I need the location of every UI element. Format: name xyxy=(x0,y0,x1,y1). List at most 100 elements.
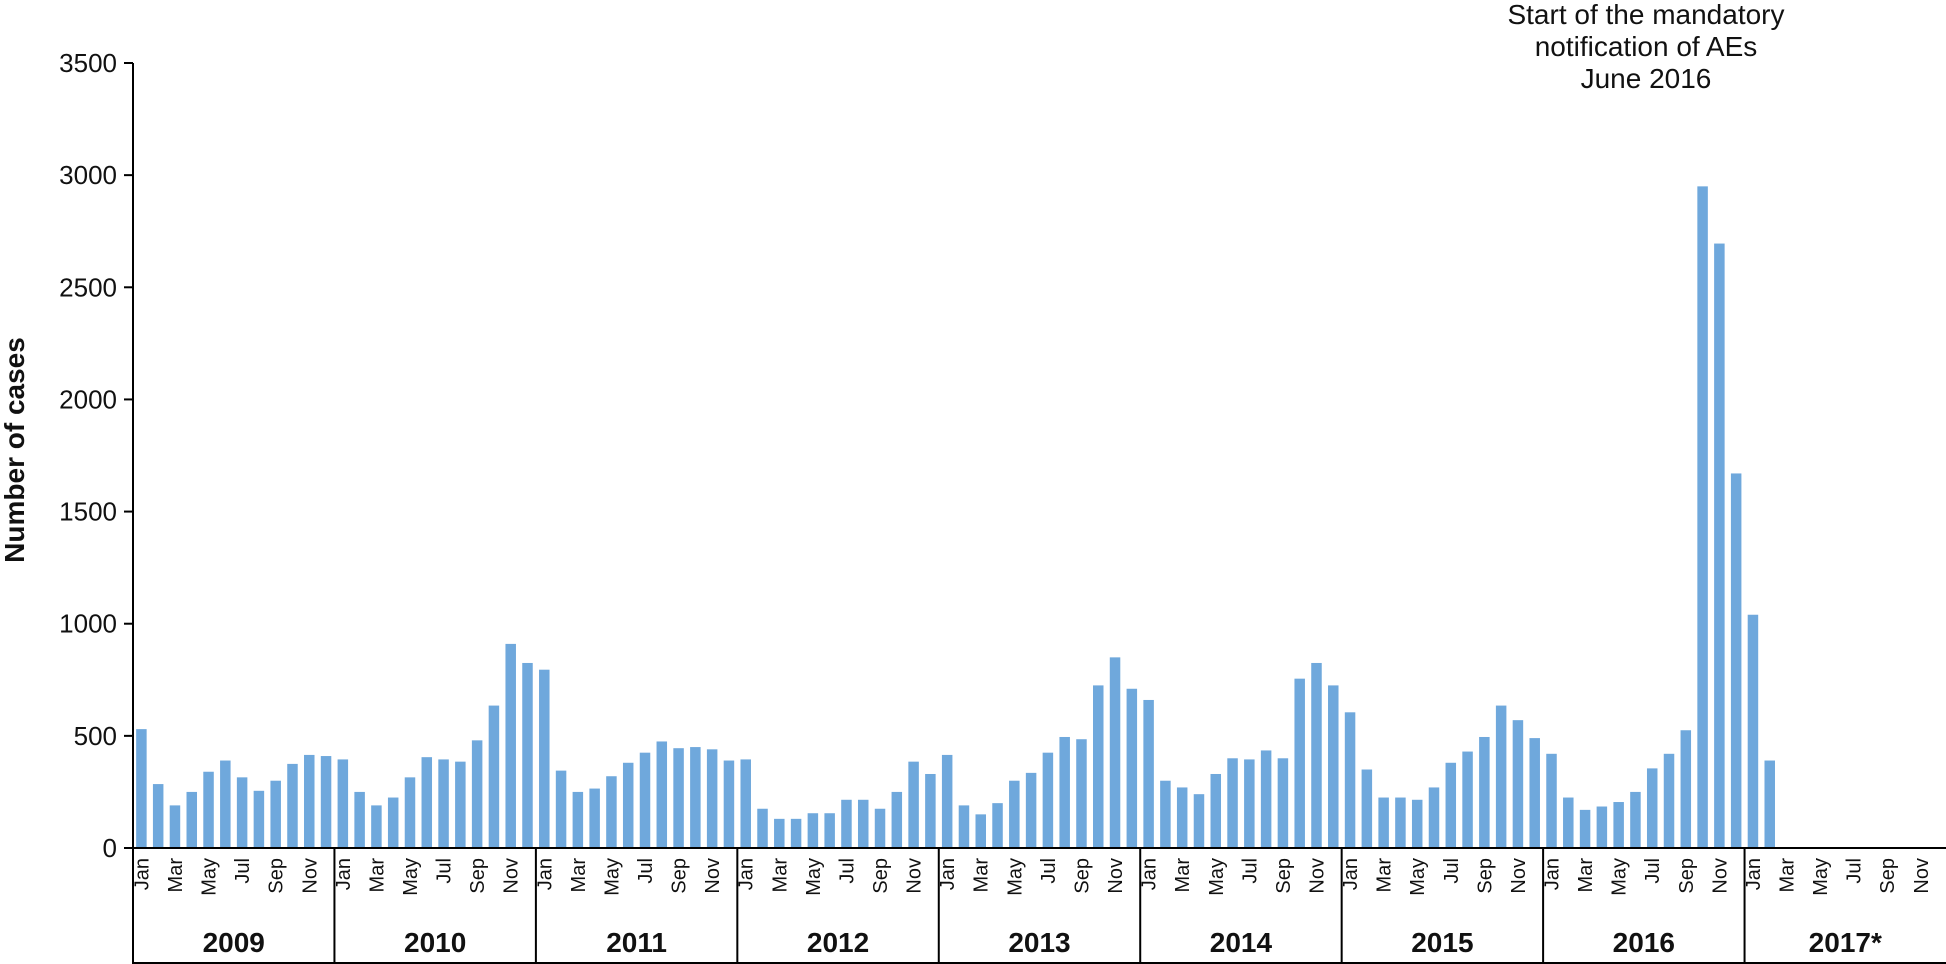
bar xyxy=(589,788,600,848)
bar xyxy=(236,777,248,848)
bar xyxy=(1143,699,1154,848)
bar xyxy=(1294,678,1305,848)
y-tick-label: 2500 xyxy=(59,272,117,302)
y-tick-label: 500 xyxy=(74,721,117,751)
month-tick-label: Jul xyxy=(836,858,858,884)
bar xyxy=(925,773,936,848)
month-tick-label: Sep xyxy=(1877,858,1899,894)
bar xyxy=(471,740,483,848)
bar xyxy=(673,748,684,848)
month-tick-label: Sep xyxy=(1273,858,1295,894)
month-tick-label: Mar xyxy=(971,858,993,893)
bar xyxy=(203,771,214,848)
month-tick-label: Jul xyxy=(1239,858,1261,884)
month-tick-label: Nov xyxy=(1508,858,1530,894)
bar xyxy=(1361,769,1373,848)
bar xyxy=(958,805,970,848)
bar xyxy=(320,756,332,848)
x-axis: Jan Mar May Jul Sep Nov 2009 Jan Mar May Jul Sep Nov… xyxy=(131,847,1946,964)
month-tick-label: Jan xyxy=(333,858,355,890)
month-tick-label: Jul xyxy=(434,858,456,884)
month-tick-label: Mar xyxy=(1172,858,1194,893)
bar xyxy=(941,754,953,848)
month-tick-label: Nov xyxy=(1911,858,1933,894)
month-tick-label: Jul xyxy=(1844,858,1866,884)
month-tick-label: Nov xyxy=(501,858,523,894)
month-tick-label: Sep xyxy=(1676,858,1698,894)
month-tick-label: May xyxy=(199,858,221,896)
bar xyxy=(1328,685,1339,848)
y-tick-label: 0 xyxy=(103,833,117,863)
bar xyxy=(304,754,315,848)
month-tick-label: Jan xyxy=(1542,858,1564,890)
bar xyxy=(387,797,399,848)
year-label: 2012 xyxy=(807,927,869,958)
year-label: 2017* xyxy=(1809,927,1882,958)
bar xyxy=(774,818,785,848)
bars xyxy=(136,186,1775,849)
bar xyxy=(1176,787,1188,848)
month-tick-label: May xyxy=(400,858,422,896)
bar xyxy=(1630,791,1641,848)
bar xyxy=(522,662,533,848)
bar xyxy=(824,813,835,848)
month-tick-label: Sep xyxy=(467,858,489,894)
bar xyxy=(1613,802,1624,848)
bar xyxy=(1025,772,1037,848)
month-tick-label: Nov xyxy=(904,858,926,894)
bar xyxy=(1311,662,1322,848)
annotation-line: June 2016 xyxy=(1581,63,1712,94)
y-tick-label: 1500 xyxy=(59,497,117,527)
bar xyxy=(1109,657,1121,848)
bar xyxy=(622,762,634,848)
bar xyxy=(891,791,903,848)
bar xyxy=(1546,753,1557,848)
bar xyxy=(1126,688,1138,848)
bar xyxy=(975,814,986,848)
bar xyxy=(1764,760,1775,848)
bar xyxy=(1529,738,1540,848)
month-tick-label: Nov xyxy=(299,858,321,894)
bar xyxy=(1059,736,1070,848)
month-tick-label: Mar xyxy=(1374,858,1396,893)
bar xyxy=(1445,762,1457,848)
bar xyxy=(1697,186,1708,848)
month-tick-label: Mar xyxy=(1575,858,1597,893)
bar xyxy=(287,763,298,848)
bar xyxy=(639,752,651,848)
bar xyxy=(220,760,231,848)
bar xyxy=(1563,797,1574,848)
year-label: 2015 xyxy=(1411,927,1473,958)
bar xyxy=(807,813,819,848)
bar xyxy=(1596,806,1608,848)
bar xyxy=(1210,773,1222,848)
bar xyxy=(371,805,382,848)
bar xyxy=(1747,614,1759,848)
bar xyxy=(706,749,718,848)
bar xyxy=(992,803,1003,848)
annotation-line: Start of the mandatory xyxy=(1507,0,1784,30)
bar xyxy=(1378,797,1389,848)
month-tick-label: Mar xyxy=(568,858,590,893)
bar xyxy=(740,759,751,848)
month-tick-label: Sep xyxy=(1071,858,1093,894)
bar xyxy=(841,799,852,848)
month-tick-label: Jan xyxy=(1743,858,1765,890)
bar xyxy=(790,818,802,848)
bar xyxy=(1277,758,1289,848)
month-tick-label: May xyxy=(1004,858,1026,896)
bar xyxy=(1579,809,1591,848)
bar xyxy=(1714,243,1725,849)
month-tick-label: May xyxy=(1609,858,1631,896)
month-tick-label: May xyxy=(1206,858,1228,896)
month-tick-label: Jul xyxy=(1642,858,1664,884)
month-tick-label: Nov xyxy=(1105,858,1127,894)
month-tick-label: Jul xyxy=(1441,858,1463,884)
month-tick-label: Sep xyxy=(266,858,288,894)
bar xyxy=(1462,751,1473,848)
month-tick-label: Jan xyxy=(1139,858,1161,890)
month-tick-label: Jan xyxy=(534,858,556,890)
bar xyxy=(1227,758,1238,848)
bar xyxy=(1344,712,1356,848)
